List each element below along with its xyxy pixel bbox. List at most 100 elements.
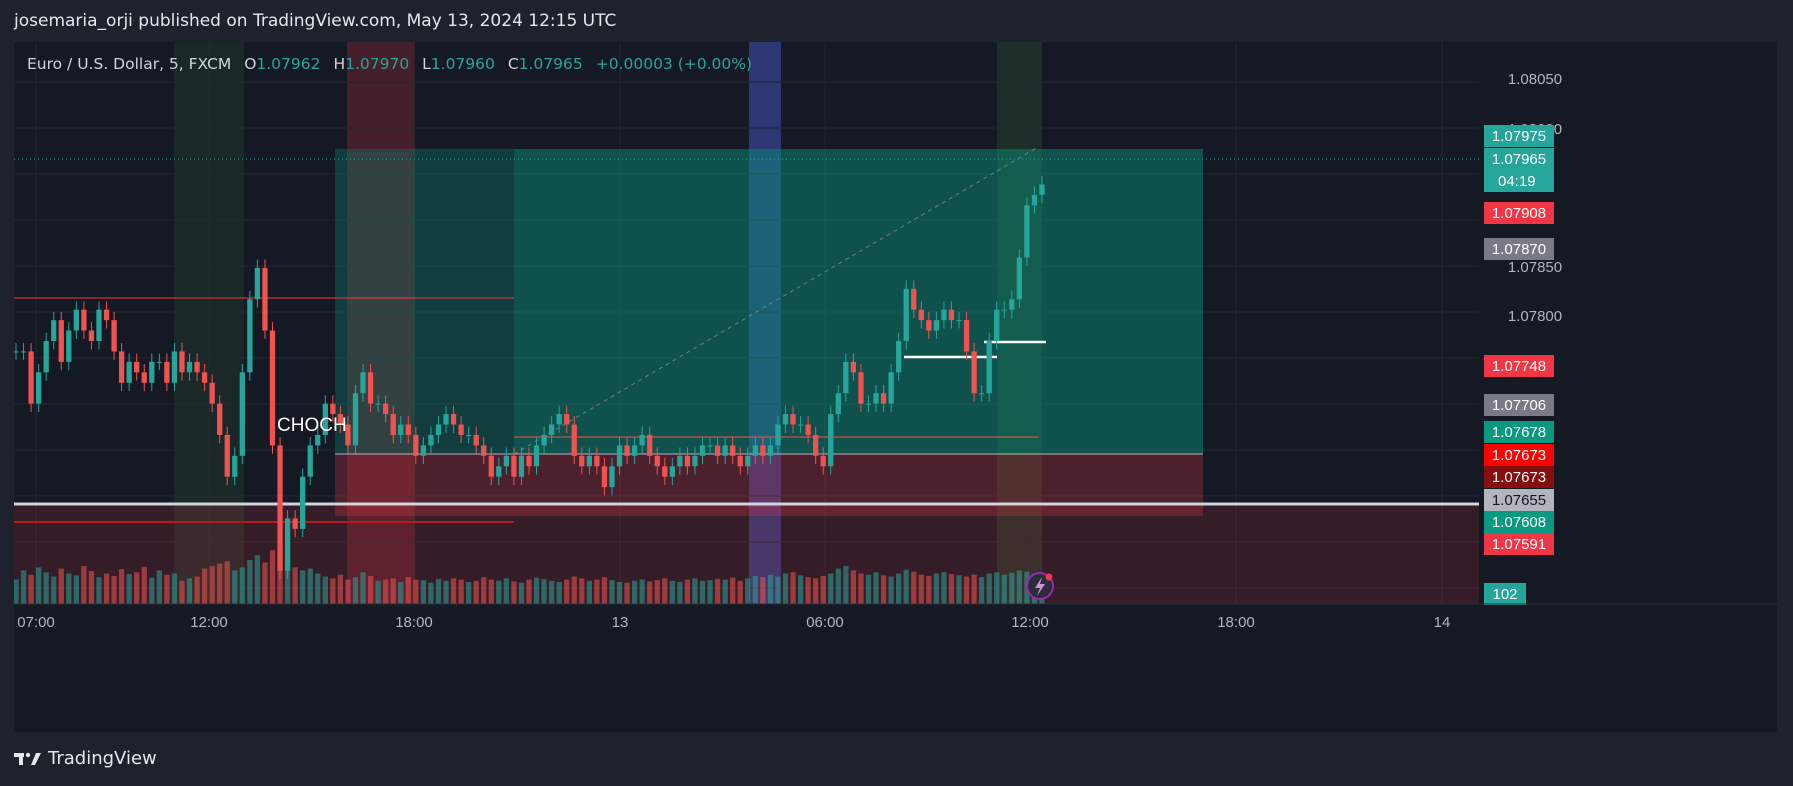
volume-bar xyxy=(526,579,532,604)
volume-bar xyxy=(564,579,570,604)
candle-body xyxy=(254,267,261,300)
price-chart[interactable]: CHOCH 1.080501.080001.078501.078001.0797… xyxy=(14,42,1777,732)
time-tick: 18:00 xyxy=(395,614,433,631)
candle-body xyxy=(292,518,298,529)
candle-body xyxy=(994,309,1000,341)
candle-body xyxy=(541,434,547,446)
candle-body xyxy=(684,455,691,467)
price-label-bg xyxy=(1484,125,1554,147)
candles xyxy=(14,176,1045,580)
change-value: +0.00003 (+0.00%) xyxy=(595,55,753,73)
profit-zone xyxy=(335,149,1203,454)
volume-bar xyxy=(51,576,57,604)
price-label: 1.07706 xyxy=(1492,397,1546,414)
volume-bar xyxy=(820,575,826,604)
volume-bar xyxy=(963,576,970,604)
price-label-bg xyxy=(1484,533,1554,555)
high-label: H xyxy=(333,55,346,73)
candle-body xyxy=(767,445,774,456)
candle-body xyxy=(156,361,162,363)
candle-body xyxy=(896,341,902,373)
volume-bar xyxy=(35,567,42,604)
volume-bar xyxy=(601,577,608,604)
time-tick: 07:00 xyxy=(17,614,55,631)
candle-body xyxy=(488,455,494,477)
candle-body xyxy=(828,414,834,467)
volume-bar xyxy=(737,580,743,604)
volume-bar xyxy=(503,578,510,604)
candle-body xyxy=(435,424,442,435)
volume-bar xyxy=(684,579,691,604)
volume-bar xyxy=(458,579,464,604)
candle-body xyxy=(941,309,947,321)
candle-body xyxy=(111,320,117,352)
volume-bar xyxy=(390,578,396,604)
volume-bar xyxy=(956,575,962,604)
volume-bar xyxy=(571,576,577,604)
footer: TradingView xyxy=(14,748,157,769)
volume-bar xyxy=(345,579,351,604)
candle-body xyxy=(631,445,638,456)
candle-body xyxy=(714,445,721,456)
volume-bar xyxy=(375,580,381,604)
candle-body xyxy=(209,382,215,404)
volume-bar xyxy=(511,581,517,604)
candle-body xyxy=(820,455,826,467)
candle-body xyxy=(126,361,132,383)
session-band xyxy=(749,42,781,604)
volume-bar xyxy=(450,578,457,604)
symbol-legend: Euro / U.S. Dollar, 5, FXCM O1.07962 H1.… xyxy=(27,55,752,73)
volume-bar xyxy=(367,575,374,604)
candle-body xyxy=(669,466,675,477)
candle-body xyxy=(81,309,87,331)
chart-pane[interactable]: CHOCH 1.080501.080001.078501.078001.0797… xyxy=(14,42,1777,732)
grid-lines xyxy=(14,42,1479,604)
price-tick: 1.07800 xyxy=(1508,308,1562,325)
candle-body xyxy=(533,445,540,467)
volume-bar xyxy=(662,578,668,604)
price-label: 1.07673 xyxy=(1492,469,1546,486)
volume-bar xyxy=(134,572,140,604)
candle-body xyxy=(639,434,645,446)
volume-bar xyxy=(14,579,19,604)
candle-body xyxy=(118,351,125,383)
volume-bar xyxy=(360,572,366,604)
candle-body xyxy=(14,351,19,353)
volume-bar xyxy=(111,575,117,604)
candle-body xyxy=(73,309,79,331)
price-label-bg xyxy=(1484,489,1554,511)
price-label-bg xyxy=(1484,148,1554,192)
volume-bar xyxy=(322,576,328,604)
candle-body xyxy=(888,372,894,404)
candle-body xyxy=(171,351,178,383)
candle-body xyxy=(548,424,555,435)
volume-bar xyxy=(398,582,404,604)
volume-bar xyxy=(805,577,811,604)
position-zones xyxy=(14,149,1479,604)
candle-body xyxy=(579,455,585,467)
candle-body xyxy=(556,414,562,425)
volume-bar xyxy=(103,573,110,604)
candle-body xyxy=(307,445,313,477)
volume-bar xyxy=(428,582,434,604)
candle-body xyxy=(247,299,253,373)
volume-bar xyxy=(986,573,992,604)
volume-bar xyxy=(639,579,645,604)
price-label: 1.07608 xyxy=(1492,514,1546,531)
volume-bar xyxy=(994,572,1000,604)
volume-bar xyxy=(337,574,344,604)
price-tick: 1.07850 xyxy=(1508,259,1562,276)
candle-body xyxy=(232,455,238,477)
volume-bar xyxy=(843,566,849,604)
volume-bar xyxy=(405,577,411,604)
price-label: 1.07748 xyxy=(1492,358,1546,375)
candle-body xyxy=(337,414,344,425)
volume-bar xyxy=(971,574,977,604)
candle-body xyxy=(963,320,970,352)
volume-bar xyxy=(88,571,95,604)
candle-body xyxy=(315,434,321,446)
volume-bar xyxy=(631,580,638,604)
candle-body xyxy=(858,372,864,404)
candle-body xyxy=(1001,309,1007,311)
candle-body xyxy=(745,455,751,467)
